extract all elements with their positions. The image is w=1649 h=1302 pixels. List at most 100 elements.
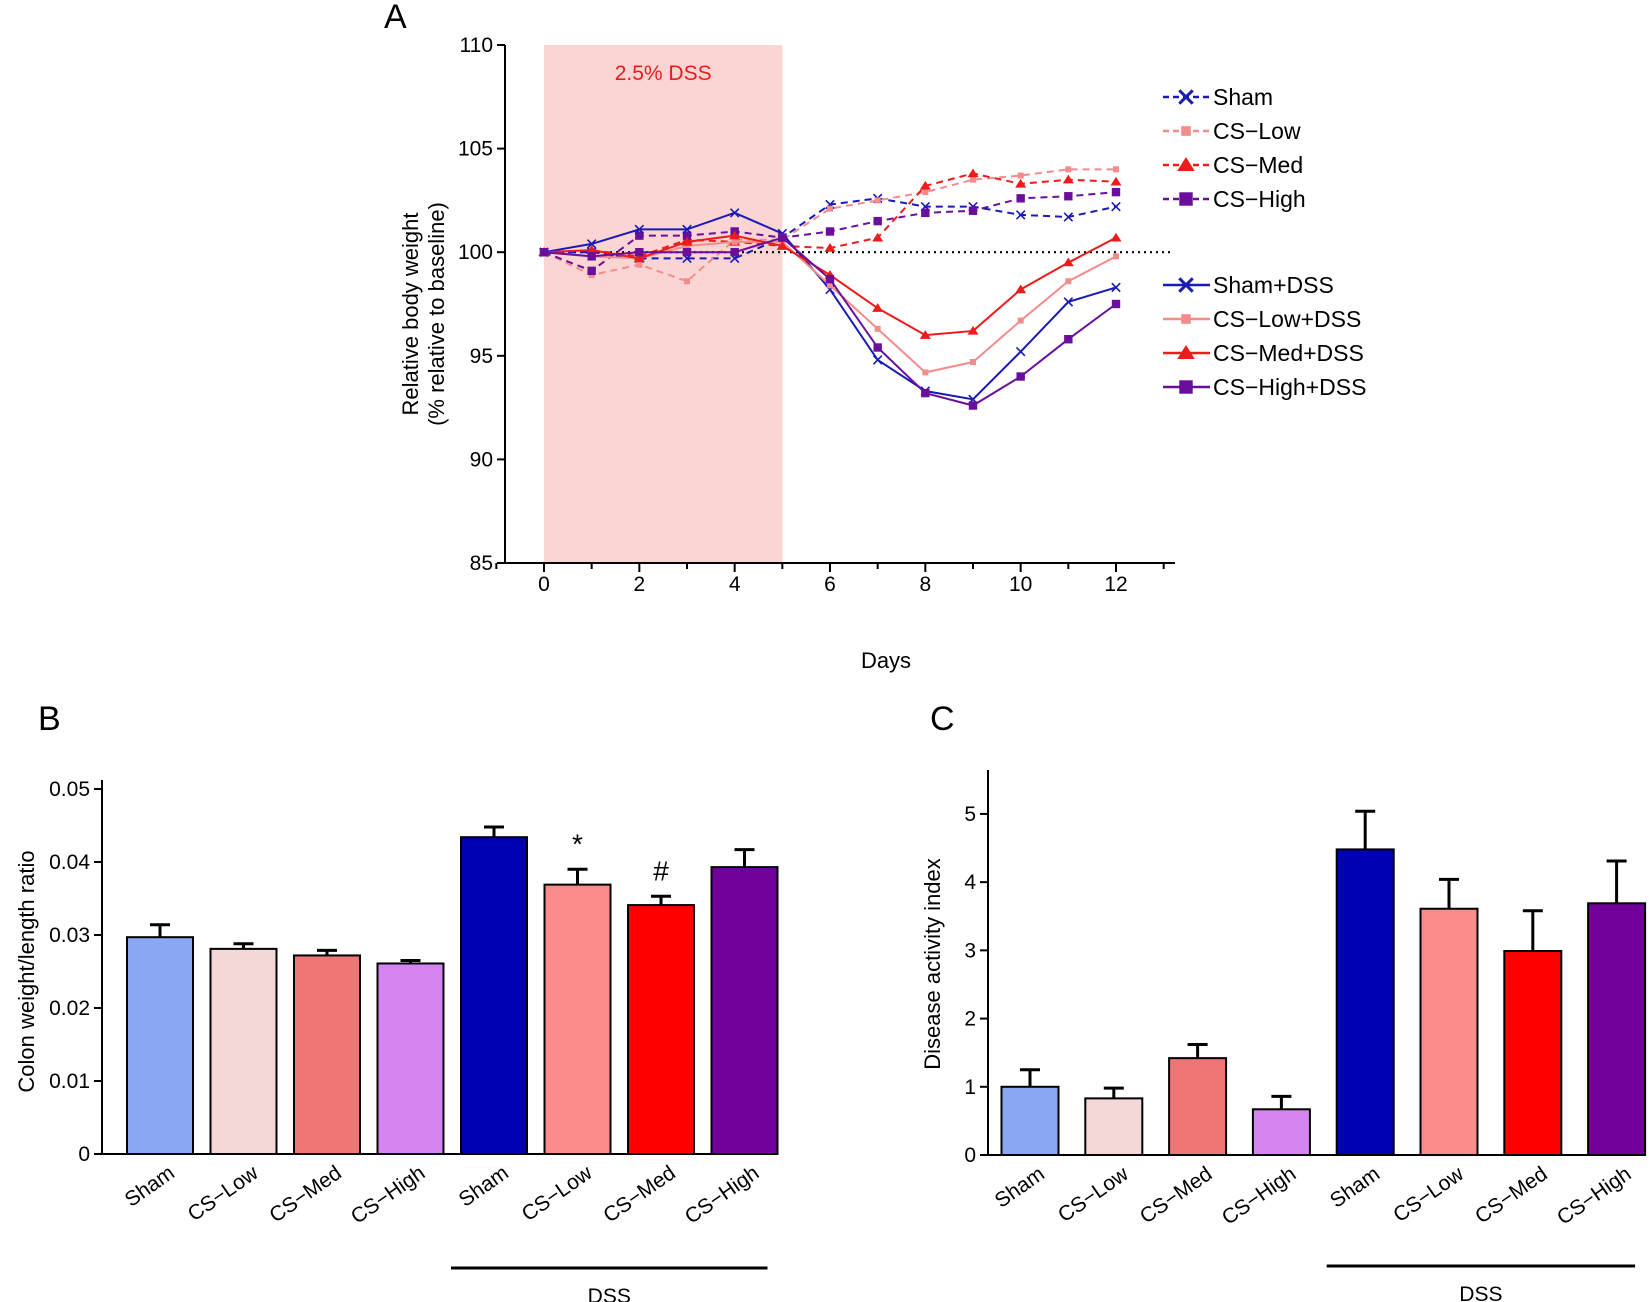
x-tick-label: Sham xyxy=(455,1161,513,1211)
y-axis-title-line-1: Relative body weight xyxy=(398,212,423,415)
x-tick-label: CS−Low xyxy=(184,1161,263,1226)
data-point xyxy=(1062,174,1074,184)
legend-label: Sham+DSS xyxy=(1213,272,1334,298)
data-point xyxy=(970,176,976,183)
x-tick-label: CS−Med xyxy=(599,1161,680,1227)
y-tick-label: 0 xyxy=(964,1144,976,1167)
x-tick-label: CS−High xyxy=(347,1161,430,1228)
data-point xyxy=(970,359,976,366)
y-tick-label: 90 xyxy=(470,448,493,471)
dss-shaded-region xyxy=(544,45,783,563)
data-point xyxy=(824,243,836,252)
data-point xyxy=(825,274,835,284)
data-point xyxy=(587,266,596,276)
y-tick-label: 4 xyxy=(964,871,976,894)
legend-marker xyxy=(1178,277,1194,293)
data-point xyxy=(1111,282,1121,293)
data-point xyxy=(1064,335,1073,344)
data-point xyxy=(874,197,881,204)
bar-group-5: Sham xyxy=(1326,809,1395,1213)
data-point xyxy=(682,231,692,240)
data-point xyxy=(1111,299,1121,309)
bar xyxy=(1503,950,1563,1157)
significance-mark: # xyxy=(653,855,669,886)
bar-group-6: * CS−Low xyxy=(518,828,612,1226)
bar xyxy=(1084,1097,1144,1157)
data-point xyxy=(684,278,690,285)
x-tick-label: CS−Med xyxy=(265,1161,346,1227)
bar-group-7: CS−Med xyxy=(1471,909,1563,1228)
x-axis-title: Days xyxy=(861,648,911,673)
bar-group-2: CS−Low xyxy=(184,942,278,1226)
bar-group-8: CS−High xyxy=(681,848,779,1229)
bar-group-4: CS−High xyxy=(347,959,445,1229)
legend-label: CS−Low xyxy=(1213,118,1301,144)
data-point xyxy=(1017,317,1024,324)
dss-region-label: 2.5% DSS xyxy=(615,62,712,85)
panel-b-bar-chart: 0 0.01 0.02 0.03 0.04 0.05 Colon weight/length… xyxy=(14,778,779,1302)
x-tick-label: CS−High xyxy=(681,1161,764,1228)
data-point xyxy=(1017,172,1024,179)
y-tick-label: 3 xyxy=(964,939,976,962)
data-point xyxy=(968,206,978,215)
data-point xyxy=(731,238,738,245)
x-tick-label: Sham xyxy=(1326,1162,1384,1212)
legend-item-1: Sham xyxy=(1163,84,1273,110)
data-point xyxy=(1015,284,1027,294)
legend-item-3: CS−Med xyxy=(1163,152,1303,178)
bar xyxy=(1168,1057,1228,1157)
legend-marker xyxy=(1178,89,1194,105)
bar xyxy=(376,962,445,1155)
data-point xyxy=(873,343,882,352)
y-tick-label: 0 xyxy=(78,1143,90,1166)
bar xyxy=(627,904,695,1155)
legend-label: CS−Med+DSS xyxy=(1213,340,1364,366)
panel-label-b: B xyxy=(38,700,61,738)
dss-group-label: DSS xyxy=(588,1285,631,1302)
y-tick-label: 0.01 xyxy=(49,1070,90,1093)
legend-item-6: CS−Low+DSS xyxy=(1163,306,1361,332)
x-tick-label: 0 xyxy=(538,573,550,596)
x-tick-label: CS−High xyxy=(1553,1162,1636,1229)
data-point xyxy=(1062,257,1074,267)
legend-item-4: CS−High xyxy=(1163,186,1306,212)
data-point xyxy=(586,245,598,254)
x-tick-label: CS−Low xyxy=(518,1161,597,1226)
bar xyxy=(1419,907,1479,1156)
data-point xyxy=(684,242,690,249)
y-axis-title: Relative body weight(% relative to basel… xyxy=(398,202,449,426)
panel-a-line-chart: 2.5% DSS 85 90 95 100 105 110 0 2 4 6 8 10 12 Days Rela… xyxy=(398,34,1366,673)
data-point xyxy=(730,248,739,257)
data-point xyxy=(872,303,884,312)
legend-item-5: Sham+DSS xyxy=(1163,272,1334,298)
data-point xyxy=(827,282,833,289)
y-axis-title-line-2: (% relative to baseline) xyxy=(424,202,449,426)
data-point xyxy=(921,208,930,218)
bar xyxy=(1251,1108,1311,1156)
y-tick-label: 0.04 xyxy=(49,851,90,874)
y-axis-title: Colon weight/length ratio xyxy=(14,850,39,1092)
legend-marker xyxy=(1177,157,1195,171)
data-point xyxy=(682,248,692,257)
data-point xyxy=(682,224,692,235)
data-point xyxy=(587,252,596,261)
x-tick-label: 8 xyxy=(919,573,931,596)
data-point xyxy=(967,168,979,178)
data-point xyxy=(1113,166,1119,173)
bar-group-1: Sham xyxy=(991,1068,1060,1213)
legend-marker xyxy=(1181,314,1191,324)
bar-group-3: CS−Med xyxy=(1136,1042,1228,1228)
data-point xyxy=(778,233,787,242)
legend-label: CS−Low+DSS xyxy=(1213,306,1361,332)
series-8 xyxy=(539,233,1121,410)
y-tick-label: 85 xyxy=(470,552,493,575)
legend-marker xyxy=(1177,345,1195,359)
data-point xyxy=(1110,176,1122,186)
data-point xyxy=(776,240,788,250)
bar-group-7: # CS−Med xyxy=(599,855,695,1227)
y-tick-label: 0.02 xyxy=(49,997,90,1020)
data-point xyxy=(873,216,882,226)
data-point xyxy=(1016,372,1025,381)
